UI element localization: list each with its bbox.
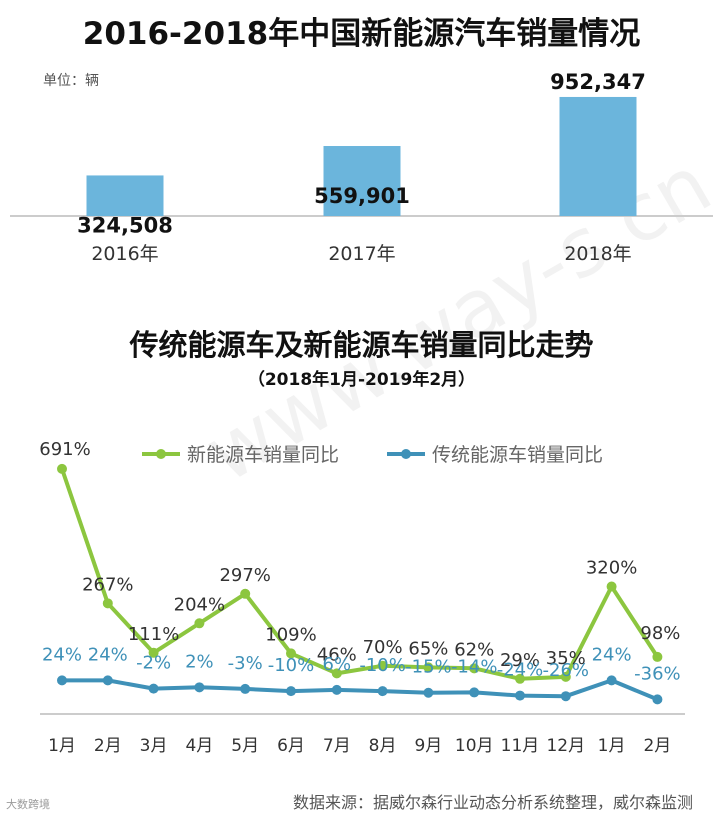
x-tick-label: 12月 <box>546 736 585 756</box>
bar-value-label: 559,901 <box>314 184 410 208</box>
series-line <box>62 678 659 702</box>
bar-chart-title: 2016-2018年中国新能源汽车销量情况 <box>82 16 641 52</box>
data-point <box>423 687 434 698</box>
traditional-data-label: 6% <box>323 654 352 675</box>
traditional-data-label: 24% <box>88 644 128 665</box>
traditional-data-label: -10% <box>359 655 406 676</box>
unit-label: 单位：辆 <box>43 73 99 89</box>
data-point <box>515 673 525 684</box>
legend-label: 新能源车销量同比 <box>187 444 339 466</box>
traditional-data-label: -10% <box>268 655 315 676</box>
data-point <box>331 668 342 679</box>
line-chart-subtitle: （2018年1月-2019年2月） <box>247 370 476 390</box>
x-tick-label: 1月 <box>598 736 626 756</box>
traditional-data-label: 24% <box>592 644 632 665</box>
bar-value-label: 952,347 <box>550 70 646 94</box>
legend-marker <box>156 449 166 459</box>
legend-label: 传统能源车销量同比 <box>432 444 603 466</box>
data-point <box>286 648 296 659</box>
nev-data-label: 267% <box>82 574 133 595</box>
data-point <box>560 671 571 682</box>
data-point <box>240 588 251 599</box>
traditional-data-label: -36% <box>634 663 681 684</box>
data-point <box>560 691 571 702</box>
data-point <box>377 660 388 671</box>
nev-data-label: 204% <box>174 594 225 615</box>
x-tick-label: 8月 <box>369 736 397 756</box>
nev-data-label: 35% <box>546 648 586 669</box>
bar <box>323 146 401 216</box>
nev-data-label: 691% <box>39 439 90 460</box>
bar <box>559 96 637 216</box>
x-tick-label: 11月 <box>501 736 540 756</box>
data-point <box>469 663 480 674</box>
data-point <box>652 651 663 662</box>
data-point <box>57 463 67 474</box>
bar-chart: 324,508 2016年 559,901 2017年 952,347 2018年 <box>10 70 713 265</box>
data-point <box>286 686 296 697</box>
traditional-data-label: 2% <box>185 651 214 672</box>
x-tick-label: 4月 <box>185 736 213 756</box>
line-chart-title: 传统能源车及新能源车销量同比走势 <box>129 328 594 362</box>
legend-marker <box>401 449 411 459</box>
nev-data-label: 62% <box>454 639 494 660</box>
data-point <box>377 686 388 697</box>
data-point <box>57 675 67 686</box>
line-chart: 1月 2月 3月 4月 5月 6月 7月 8月 9月 10月 11月 12月 1月 2月 691% 267% 1… <box>39 439 685 756</box>
data-point <box>240 683 251 694</box>
x-tick-label: 2017年 <box>328 243 395 265</box>
nev-data-label: 46% <box>317 644 357 665</box>
x-tick-label: 10月 <box>455 736 494 756</box>
nev-data-label: 320% <box>586 558 637 579</box>
x-tick-label: 6月 <box>277 736 305 756</box>
traditional-data-label: -15% <box>405 657 452 678</box>
bar-value-label: 324,508 <box>77 213 173 237</box>
data-point <box>102 598 113 609</box>
x-tick-label: 2018年 <box>564 243 631 265</box>
nev-data-label: 98% <box>640 623 680 644</box>
source-note: 数据来源：据威尔森行业动态分析系统整理，威尔森监测 <box>292 793 693 812</box>
data-point <box>148 647 159 658</box>
data-point <box>148 683 159 694</box>
x-tick-label: 3月 <box>140 736 168 756</box>
data-point <box>652 694 663 705</box>
nev-data-label: 65% <box>408 638 448 659</box>
data-point <box>331 684 342 695</box>
nev-data-label: 111% <box>128 624 179 645</box>
nev-data-label: 29% <box>500 650 540 671</box>
data-point <box>469 687 480 698</box>
nev-data-label: 297% <box>219 565 270 586</box>
traditional-data-label: -2% <box>136 653 171 674</box>
x-tick-label: 9月 <box>414 736 442 756</box>
data-point <box>515 690 525 701</box>
data-point <box>102 675 113 686</box>
data-point <box>606 581 617 592</box>
nev-data-label: 109% <box>265 624 316 645</box>
x-tick-label: 5月 <box>231 736 259 756</box>
x-tick-label: 2月 <box>643 736 671 756</box>
x-tick-label: 2月 <box>94 736 122 756</box>
data-point <box>423 662 434 673</box>
traditional-data-label: -26% <box>543 660 590 681</box>
data-point <box>194 618 205 629</box>
x-tick-label: 1月 <box>48 736 76 756</box>
traditional-data-label: 24% <box>42 644 82 665</box>
traditional-data-label: -24% <box>497 660 544 681</box>
data-point <box>606 675 617 686</box>
traditional-data-label: -14% <box>451 656 498 677</box>
x-tick-label: 7月 <box>323 736 351 756</box>
traditional-data-label: -3% <box>228 653 263 674</box>
data-point <box>194 682 205 693</box>
nev-data-label: 70% <box>363 637 403 658</box>
series-line <box>60 468 660 681</box>
logo-watermark: 大数跨境 <box>6 798 50 811</box>
x-tick-label: 2016年 <box>91 243 158 265</box>
bar <box>86 175 164 216</box>
